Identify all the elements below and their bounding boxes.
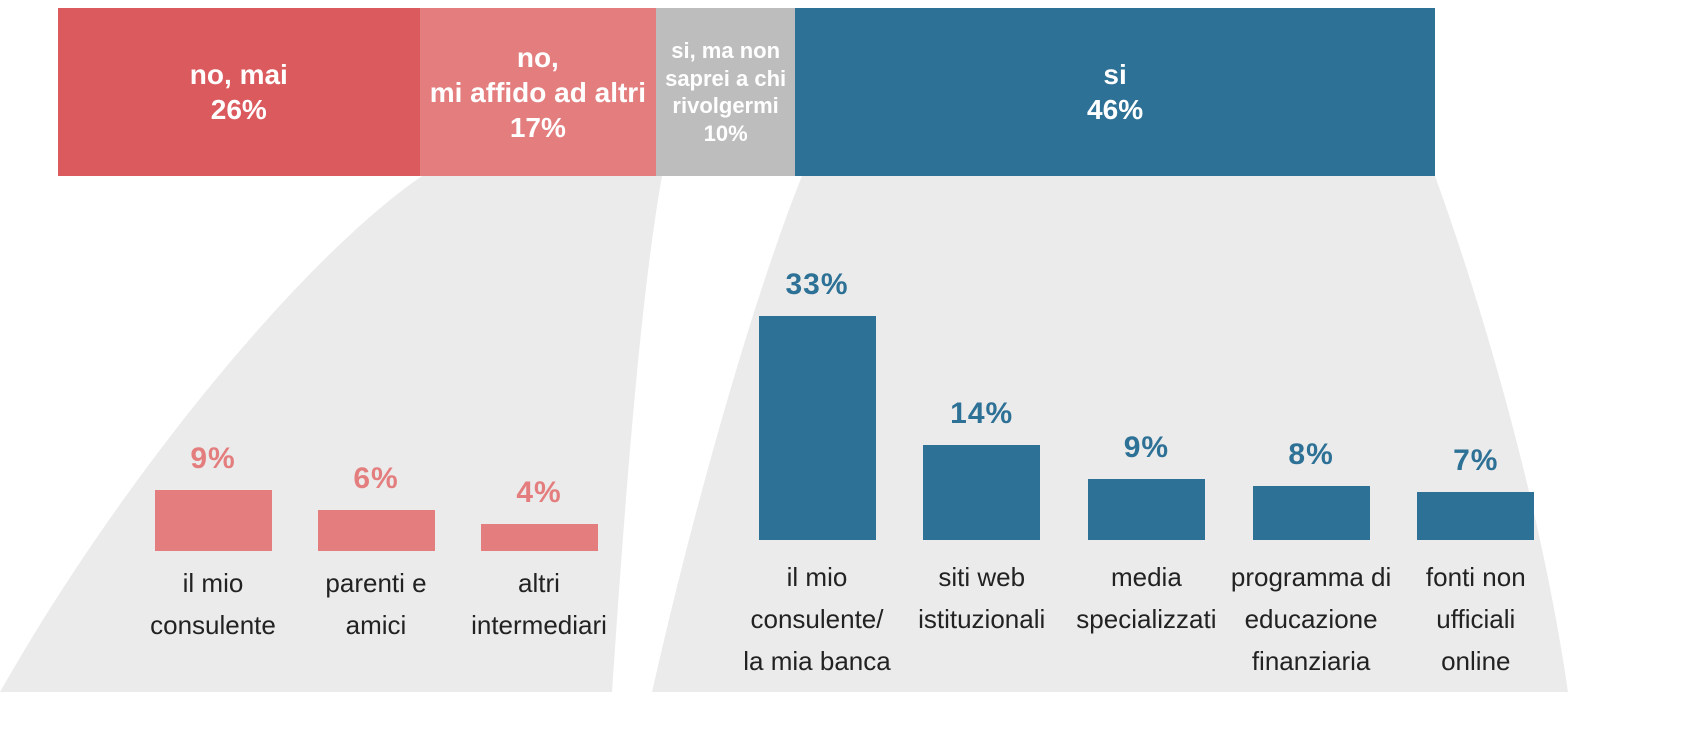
bar <box>480 523 598 551</box>
segment-value-label: 46% <box>1087 94 1144 125</box>
funnel-left <box>0 176 662 692</box>
value-label: 4% <box>516 475 562 509</box>
segment-label: no, mai <box>189 59 288 90</box>
bar <box>1252 485 1370 540</box>
value-label: 8% <box>1288 437 1334 471</box>
value-label: 9% <box>1123 430 1170 464</box>
segment-label: no, mi affido ad altri <box>429 41 646 108</box>
bar <box>154 489 272 551</box>
bar <box>923 444 1041 540</box>
value-label: 14% <box>950 396 1014 430</box>
stacked-segment: si, ma non saprei a chi rivolgermi 10% <box>656 8 796 176</box>
category-label: il mio consulente/ la mia banca <box>743 562 891 676</box>
category-label: media specializzati <box>1076 562 1217 634</box>
value-label: 7% <box>1453 444 1499 478</box>
segment-label: si <box>1103 59 1127 90</box>
value-label: 33% <box>785 267 849 301</box>
category-label: fonti non ufficiali online <box>1425 562 1526 676</box>
value-label: 6% <box>353 462 399 496</box>
bar <box>1087 478 1205 540</box>
category-label: siti web istituzionali <box>918 562 1046 634</box>
stacked-segment: no, mai 26% <box>58 8 420 176</box>
funnel-right <box>652 176 1568 692</box>
segment-label: si, ma non saprei a chi rivolgermi <box>665 38 787 118</box>
segment-value-label: 10% <box>703 120 748 146</box>
value-label: 9% <box>190 441 236 475</box>
category-label: il mio consulente <box>150 568 276 640</box>
category-label: altri intermediari <box>471 568 607 640</box>
bar <box>758 315 876 540</box>
category-label: programma di educazione finanziaria <box>1230 562 1392 676</box>
category-label: parenti e amici <box>325 568 427 640</box>
segment-value-label: 17% <box>509 111 566 143</box>
bar <box>317 510 435 551</box>
stacked-segment: no, mi affido ad altri 17% <box>419 8 657 176</box>
segment-value-label: 26% <box>210 94 267 125</box>
bar <box>1417 492 1535 540</box>
stacked-segment: si 46% <box>795 8 1435 176</box>
